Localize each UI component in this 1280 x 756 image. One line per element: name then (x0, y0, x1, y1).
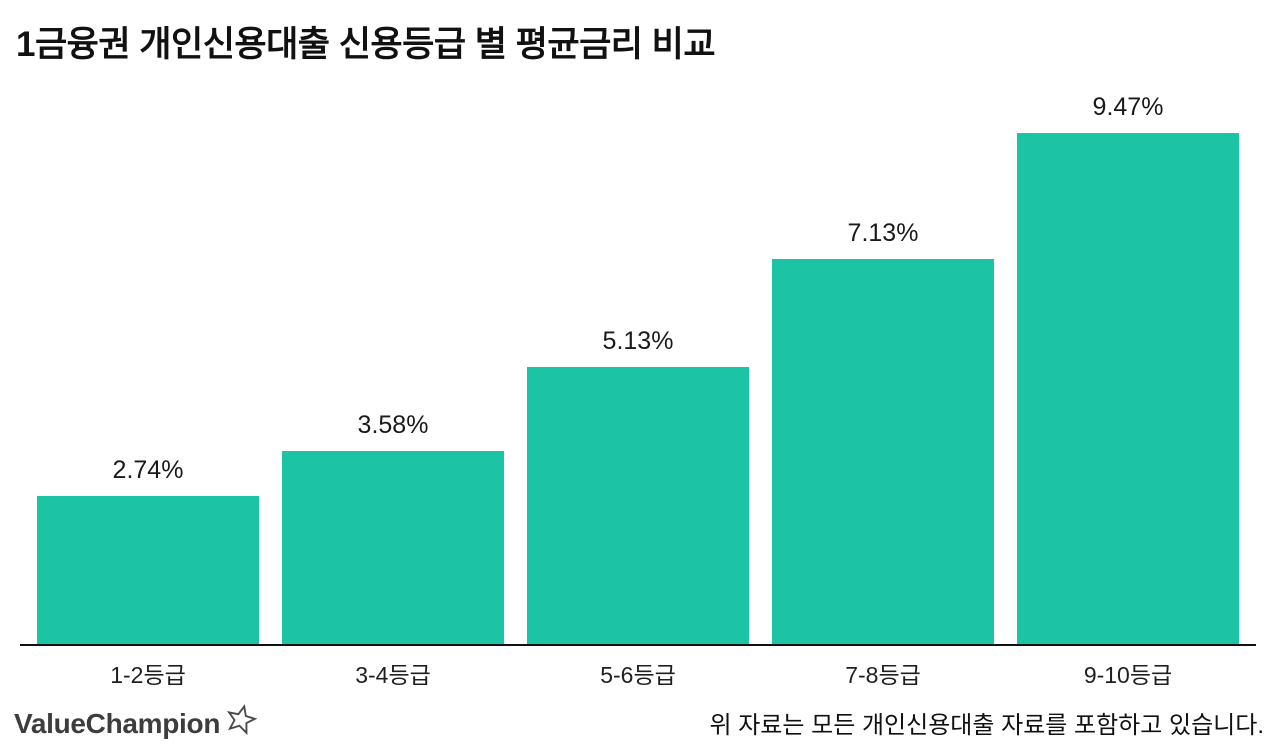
star-icon (221, 700, 261, 744)
brand-logo-text: ValueChampion (14, 707, 221, 739)
x-axis-line (20, 644, 1256, 646)
bar-value-label: 3.58% (357, 411, 429, 439)
x-axis-label: 7-8등급 (845, 662, 921, 688)
bar (37, 496, 259, 644)
x-axis-label: 1-2등급 (110, 662, 186, 688)
bar (527, 367, 749, 644)
brand-logo: ValueChampion (14, 704, 258, 742)
chart-title: 1금융권 개인신용대출 신용등급 별 평균금리 비교 (16, 25, 716, 64)
x-axis-label: 5-6등급 (600, 662, 676, 688)
bar (1017, 133, 1239, 644)
bar-value-label: 9.47% (1092, 93, 1164, 121)
bar-value-label: 7.13% (847, 219, 919, 247)
x-axis-label: 3-4등급 (355, 662, 431, 688)
bar-group: 2.74% (37, 456, 259, 644)
bar (772, 259, 994, 644)
bar (282, 451, 504, 644)
footer-note: 위 자료는 모든 개인신용대출 자료를 포함하고 있습니다. (709, 712, 1264, 739)
bar-group: 3.58% (282, 411, 504, 644)
bar-group: 9.47% (1017, 93, 1239, 644)
x-axis-labels: 1-2등급 3-4등급 5-6등급 7-8등급 9-10등급 (20, 656, 1256, 690)
x-axis-label: 9-10등급 (1083, 662, 1173, 688)
bar-value-label: 2.74% (112, 456, 184, 484)
bar-value-label: 5.13% (602, 327, 674, 355)
bar-group: 7.13% (772, 219, 994, 644)
bars-row: 2.74% 3.58% 5.13% 7.13% 9.47% (20, 93, 1256, 644)
bar-group: 5.13% (527, 327, 749, 644)
